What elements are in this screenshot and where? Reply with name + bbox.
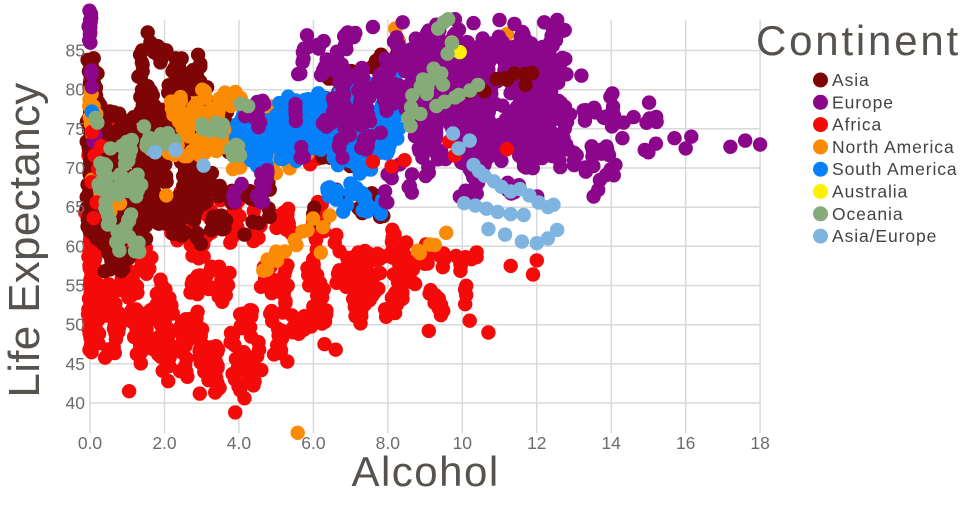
svg-text:75: 75	[66, 119, 85, 139]
svg-text:Africa: Africa	[832, 115, 882, 135]
svg-text:Alcohol: Alcohol	[351, 448, 499, 495]
svg-text:50: 50	[66, 315, 86, 335]
svg-text:North America: North America	[832, 137, 955, 157]
svg-text:4.0: 4.0	[227, 433, 252, 453]
svg-text:14: 14	[601, 433, 621, 453]
svg-text:12: 12	[527, 433, 546, 453]
svg-text:Asia/Europe: Asia/Europe	[832, 226, 937, 246]
svg-text:Life Expectancy: Life Expectancy	[0, 82, 49, 397]
svg-text:60: 60	[66, 236, 86, 256]
svg-text:18: 18	[750, 433, 769, 453]
svg-text:Europe: Europe	[832, 92, 894, 112]
svg-text:Continent: Continent	[756, 17, 960, 64]
svg-text:70: 70	[66, 158, 86, 178]
svg-text:Asia: Asia	[832, 70, 870, 90]
svg-text:10: 10	[453, 433, 473, 453]
svg-text:6.0: 6.0	[301, 433, 326, 453]
svg-text:Australia: Australia	[832, 182, 908, 202]
svg-text:45: 45	[66, 354, 85, 374]
svg-text:8.0: 8.0	[376, 433, 401, 453]
svg-text:40: 40	[66, 393, 86, 413]
svg-text:Oceania: Oceania	[832, 204, 903, 224]
svg-text:65: 65	[66, 197, 85, 217]
svg-text:South America: South America	[832, 159, 958, 179]
svg-text:2.0: 2.0	[152, 433, 177, 453]
svg-text:85: 85	[66, 41, 85, 61]
svg-text:0.0: 0.0	[78, 433, 103, 453]
svg-text:55: 55	[66, 276, 85, 296]
svg-text:16: 16	[676, 433, 695, 453]
svg-text:80: 80	[66, 80, 86, 100]
